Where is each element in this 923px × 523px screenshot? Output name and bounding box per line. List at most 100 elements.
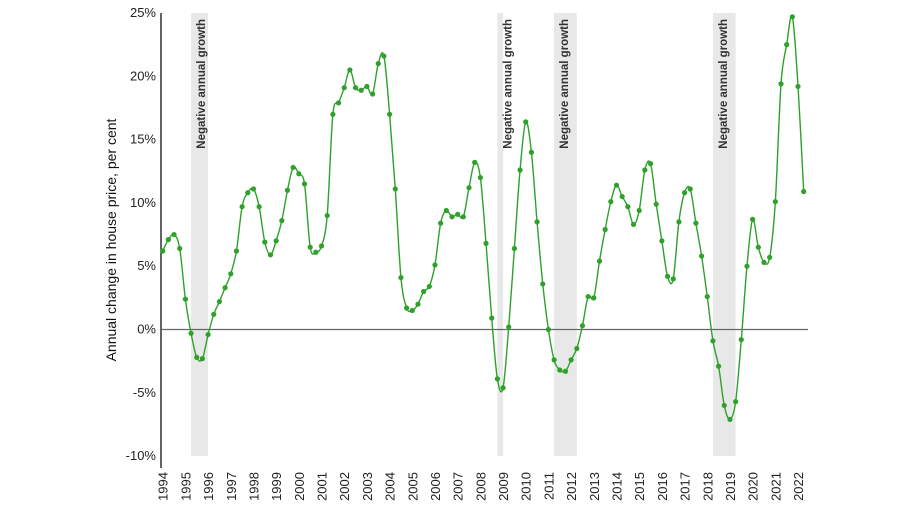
data-point [738,337,744,343]
data-point [574,345,580,352]
x-tick-label: 2005 [405,472,420,501]
data-point [233,248,240,254]
data-point [301,181,308,187]
data-point [744,263,750,269]
data-point [585,293,591,300]
data-point [784,42,790,48]
data-point [182,296,188,302]
data-point [642,167,648,173]
data-point [693,220,699,226]
data-point [625,204,631,210]
y-tick-label: 5% [137,258,156,273]
x-tick-label: 2010 [519,472,534,501]
x-tick-label: 2018 [700,472,715,501]
y-tick-label: 10% [130,195,156,210]
data-point [557,367,563,373]
x-tick-label: 2008 [473,472,488,501]
data-point [387,111,393,117]
data-point [279,218,285,224]
data-point [670,276,676,282]
data-point [591,295,597,301]
data-point [160,248,166,254]
data-point [449,214,455,220]
x-tick-label: 2012 [564,472,579,501]
data-point [494,376,500,382]
x-tick-label: 2017 [678,472,693,501]
x-tick-label: 2007 [451,472,466,501]
data-point [517,167,523,173]
data-point [801,188,807,195]
data-point [733,399,739,405]
data-point [472,159,478,165]
data-point [398,274,404,281]
data-point [489,315,495,321]
y-axis: 25% 20% 15% 10% 5% 0% -5% -10% [126,5,808,468]
data-point [409,307,415,314]
data-point [347,67,353,73]
data-point [216,299,223,305]
data-point [296,171,302,177]
x-tick-label: 2009 [496,472,511,501]
data-point [545,326,552,333]
y-tick-label: 25% [130,5,156,20]
data-point [636,207,642,214]
data-point [659,238,665,244]
data-point [313,249,319,255]
x-tick-label: 2004 [383,472,398,501]
data-point [273,238,279,244]
data-point [284,187,291,193]
data-point [381,53,387,59]
data-point [551,357,557,363]
data-point [239,204,245,210]
x-tick-label: 1996 [201,472,216,501]
data-point [795,83,801,90]
data-point [687,186,693,192]
x-tick-label: 2022 [791,472,806,501]
data-point [330,111,336,117]
x-tick-label: 2000 [292,472,307,501]
x-tick-label: 2015 [632,472,647,501]
series [160,14,807,422]
data-point [307,244,313,250]
data-point [511,245,517,252]
data-point [750,216,756,222]
data-point [596,258,603,264]
x-tick-label: 2014 [610,472,625,501]
data-point [369,91,376,97]
data-point [352,85,359,91]
data-point [710,338,716,344]
x-tick-label: 2011 [541,472,556,500]
shaded-region [497,13,504,456]
data-point [568,357,574,363]
data-point [262,239,268,245]
x-tick-label: 2001 [315,472,330,501]
data-point [199,356,206,362]
data-point [579,323,586,329]
data-point [267,252,274,258]
data-point [608,199,614,205]
x-tick-label: 1997 [224,472,239,501]
x-tick-label: 2002 [337,472,352,501]
data-point [778,81,784,87]
data-point [721,402,727,409]
data-point [341,85,347,91]
data-point [534,219,540,225]
data-point [392,186,398,192]
data-point [324,212,330,219]
data-point [681,190,688,196]
data-point [415,301,421,307]
data-point [483,240,489,247]
shaded-region [191,13,209,456]
data-point [421,288,427,295]
data-point [619,193,625,200]
shaded-region-label: Negative annual growth [502,19,514,149]
x-tick-label: 2003 [360,472,375,501]
x-tick-label: 2019 [723,472,738,501]
data-point [789,14,795,20]
shaded-regions: Negative annual growth Negative annual gr… [191,13,736,456]
data-point [528,149,535,155]
data-point [602,226,608,233]
data-point [205,331,211,338]
data-point [506,324,512,330]
